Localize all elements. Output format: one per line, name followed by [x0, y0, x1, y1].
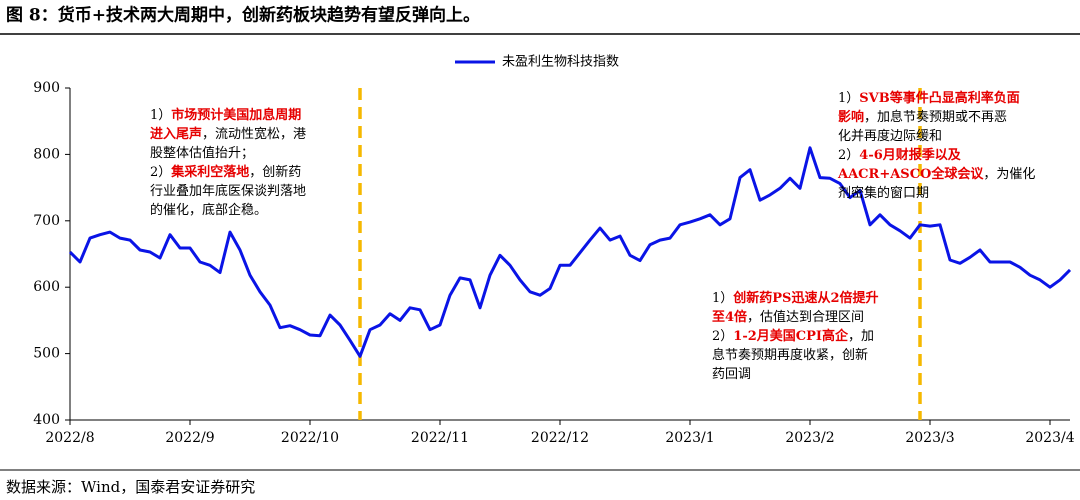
annotation-text: 2）: [150, 165, 171, 180]
x-tick-label: 2023/3: [905, 430, 954, 446]
x-tick-label: 2023/4: [1025, 430, 1074, 446]
y-tick-label: 700: [33, 213, 60, 229]
annotation-line: 影响，加息节奏预期或不再恶: [838, 109, 1007, 125]
annotation-highlight: 进入尾声: [150, 126, 202, 142]
data-line: [68, 146, 1072, 358]
annotation-text: 剂密集的窗口期: [838, 185, 929, 201]
annotation-text: 2）: [838, 148, 859, 163]
annotation-text: ，流动性宽松，港: [202, 126, 306, 142]
legend-label: 未盈利生物科技指数: [502, 55, 619, 70]
annotation-line: 化并再度边际缓和: [838, 128, 942, 144]
chart-title: 图 8：货币+技术两大周期中，创新药板块趋势有望反弹向上。: [6, 5, 480, 26]
annotation-text: ，估值达到合理区间: [747, 309, 864, 325]
annotation-text: 的催化，底部企稳。: [150, 202, 267, 218]
annotation-highlight: 4-6月财报季以及: [859, 147, 961, 163]
annotation-text: 化并再度边际缓和: [838, 128, 942, 144]
annotation-line: 行业叠加年底医保谈判落地: [150, 183, 306, 199]
annotation-highlight: 集采利空落地: [170, 164, 249, 180]
annotation-text: 行业叠加年底医保谈判落地: [150, 183, 306, 199]
annotation-line: 1）创新药PS迅速从2倍提升: [712, 290, 879, 306]
x-tick-label: 2022/9: [165, 430, 214, 446]
annotation-text: 1）: [712, 291, 733, 306]
annotation-line: 1）SVB等事件凸显高利率负面: [838, 90, 1020, 106]
annotation-text: 股整体估值抬升；: [150, 145, 254, 161]
annotation-line: AACR+ASCO全球会议，为催化: [837, 166, 1035, 182]
annotation-highlight: 市场预计美国加息周期: [171, 107, 301, 123]
annotation-highlight: 至4倍: [712, 309, 747, 325]
x-tick-label: 2022/11: [411, 430, 469, 446]
annotation-line: 2）1-2月美国CPI高企，加: [712, 328, 874, 344]
x-tick-label: 2023/2: [785, 430, 834, 446]
annotation-text: ，加: [848, 329, 874, 344]
y-tick-label: 900: [33, 80, 60, 96]
annotation-text: ，创新药: [249, 164, 301, 180]
annotation-text: ，加息节奏预期或不再恶: [864, 109, 1007, 125]
x-tick-label: 2022/8: [45, 430, 94, 446]
y-tick-label: 600: [33, 279, 60, 295]
annotation-line: 的催化，底部企稳。: [150, 202, 267, 218]
annotation-highlight: 1-2月美国CPI高企: [733, 328, 849, 344]
annotation-line: 股整体估值抬升；: [150, 145, 254, 161]
annotation-line: 1）市场预计美国加息周期: [150, 107, 301, 123]
source: 数据来源：Wind，国泰君安证券研究: [6, 478, 255, 496]
annotation-highlight: 影响: [838, 109, 864, 125]
y-tick-label: 500: [33, 346, 60, 362]
annotation-highlight: 创新药PS迅速从2倍提升: [732, 290, 878, 306]
y-tick-label: 800: [33, 146, 60, 162]
x-tick-label: 2022/12: [531, 430, 589, 446]
annotation-text: 药回调: [712, 367, 751, 382]
x-tick-label: 2022/10: [281, 430, 339, 446]
annotation-text: ，为催化: [983, 167, 1035, 182]
annotation-line: 药回调: [712, 367, 751, 382]
annotation-text: 2）: [712, 329, 733, 344]
annotation-text: 1）: [150, 108, 171, 123]
annotation-highlight: AACR+ASCO全球会议: [837, 166, 984, 182]
annotation-line: 息节奏预期再度收紧，创新: [712, 347, 868, 363]
y-tick-label: 400: [33, 412, 60, 428]
annotation-text: 1）: [838, 91, 859, 106]
annotation-text: 息节奏预期再度收紧，创新: [712, 347, 868, 363]
annotation-line: 剂密集的窗口期: [838, 185, 929, 201]
annotation-line: 进入尾声，流动性宽松，港: [150, 126, 306, 142]
annotation-line: 2）4-6月财报季以及: [838, 147, 962, 163]
annotation-line: 至4倍，估值达到合理区间: [712, 309, 864, 325]
annotation-highlight: SVB等事件凸显高利率负面: [859, 90, 1019, 106]
annotation-line: 2）集采利空落地，创新药: [150, 164, 301, 180]
x-tick-label: 2023/1: [665, 430, 714, 446]
